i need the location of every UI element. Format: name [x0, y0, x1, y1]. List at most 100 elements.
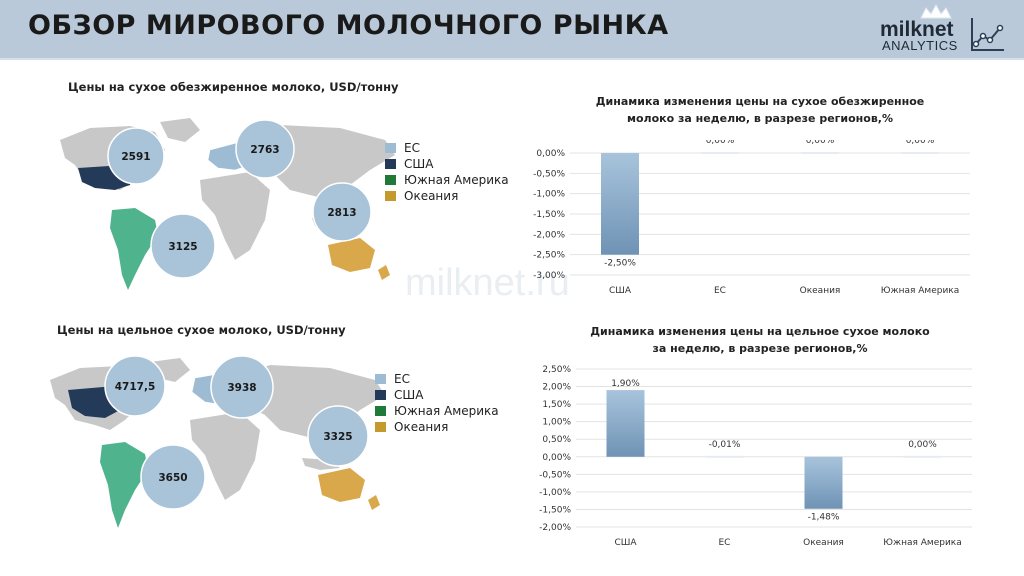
x-tick-label: США	[614, 538, 637, 548]
bubble-usa-value: 2591	[121, 151, 150, 163]
bubble-eu: 2763	[235, 119, 295, 179]
wmp-chart-title: Динамика изменения цены на цельное сухое…	[590, 325, 930, 355]
wmp-legend: ЕС США Южная Америка Океания	[375, 371, 499, 435]
legend-item-eu: ЕС	[385, 140, 509, 156]
legend-swatch	[385, 175, 396, 185]
y-tick-label: -2,00%	[539, 523, 571, 533]
y-tick-label: 1,50%	[542, 400, 571, 410]
x-tick-label: Южная Америка	[883, 538, 962, 548]
bubble-oceania: 2813	[312, 182, 372, 242]
legend-item-usa: США	[375, 387, 499, 403]
bubble-usa-value: 4717,5	[115, 381, 156, 393]
logo-name: milknet	[880, 18, 954, 41]
legend-label: Океания	[394, 420, 449, 434]
bubble-oceania-value: 2813	[327, 207, 356, 219]
legend-item-eu: ЕС	[375, 371, 499, 387]
data-label: 1,90%	[611, 379, 640, 389]
y-tick-label: 0,50%	[542, 435, 571, 445]
y-tick-label: 0,00%	[536, 149, 565, 159]
bubble-usa: 4717,5	[104, 355, 166, 417]
bar-0	[601, 153, 639, 255]
legend-label: США	[404, 157, 434, 171]
chart-trend-icon	[971, 18, 1004, 51]
bubble-usa: 2591	[107, 127, 165, 185]
data-label: 0,00%	[906, 140, 935, 146]
region-south-america-shape	[100, 442, 148, 528]
region-new-zealand-shape	[368, 495, 380, 510]
bubble-oceania: 3325	[307, 405, 369, 467]
legend-label: Южная Америка	[404, 173, 509, 187]
legend-swatch	[385, 159, 396, 169]
bar-3	[903, 455, 942, 458]
data-label: 0,00%	[706, 140, 735, 146]
y-tick-label: -1,50%	[539, 505, 571, 515]
bar-1	[701, 152, 739, 154]
land-africa	[190, 412, 260, 500]
legend-item-south-america: Южная Америка	[375, 403, 499, 419]
y-tick-label: 1,00%	[542, 418, 571, 428]
y-tick-label: 2,50%	[542, 365, 571, 375]
region-south-america-shape	[110, 208, 158, 290]
legend-label: Океания	[404, 189, 459, 203]
y-tick-label: -0,50%	[539, 470, 571, 480]
data-label: -2,50%	[604, 259, 636, 269]
legend-label: Южная Америка	[394, 404, 499, 418]
legend-item-oceania: Океания	[385, 188, 509, 204]
smp-bar-chart: 0,00% -0,50% -1,00% -1,50% -2,00% -2,50% -3,00…	[533, 140, 970, 296]
legend-item-oceania: Океания	[375, 419, 499, 435]
x-tick-label: Южная Америка	[881, 286, 960, 296]
land-africa	[200, 172, 270, 260]
legend-swatch	[385, 143, 396, 153]
y-tick-label: -1,00%	[539, 488, 571, 498]
region-new-zealand-shape	[378, 265, 390, 280]
y-tick-label: -1,00%	[533, 190, 565, 200]
bar-2	[804, 456, 843, 509]
wmp-map-title: Цены на цельное сухое молоко, USD/тонну	[57, 323, 346, 337]
legend-item-usa: США	[385, 156, 509, 172]
bubble-oceania-value: 3325	[323, 431, 352, 443]
bubble-eu: 3938	[210, 355, 274, 419]
bubble-south-america: 3650	[140, 444, 206, 510]
data-label: 0,00%	[806, 140, 835, 146]
bubble-south-america-value: 3125	[168, 241, 197, 253]
header-bar: ОБЗОР МИРОВОГО МОЛОЧНОГО РЫНКА milknet A…	[0, 0, 1024, 60]
wmp-world-map: 4717,5 3938 3650 3325	[50, 355, 385, 528]
x-tick-label: Океания	[800, 286, 841, 296]
land-greenland	[160, 118, 200, 142]
logo-sub: ANALYTICS	[882, 38, 958, 53]
bubble-eu-value: 2763	[250, 144, 279, 156]
data-label: -1,48%	[808, 513, 840, 523]
y-tick-label: 0,00%	[542, 453, 571, 463]
y-tick-label: -3,00%	[533, 271, 565, 281]
bar-1	[705, 455, 744, 458]
smp-legend: ЕС США Южная Америка Океания	[385, 140, 509, 204]
y-tick-label: -2,00%	[533, 230, 565, 240]
bar-0	[606, 390, 645, 457]
smp-map-title: Цены на сухое обезжиренное молоко, USD/т…	[68, 80, 399, 94]
y-tick-label: 2,00%	[542, 383, 571, 393]
bubble-south-america-value: 3650	[158, 472, 187, 484]
smp-world-map: 2591 2763 3125 2813	[60, 118, 395, 290]
legend-item-south-america: Южная Америка	[385, 172, 509, 188]
x-tick-label: ЕС	[714, 286, 726, 296]
x-tick-label: ЕС	[719, 538, 731, 548]
legend-swatch	[375, 422, 386, 432]
y-tick-label: -2,50%	[533, 251, 565, 261]
page-title: ОБЗОР МИРОВОГО МОЛОЧНОГО РЫНКА	[28, 10, 669, 41]
y-tick-label: -1,50%	[533, 210, 565, 220]
bar-3	[901, 152, 939, 154]
legend-swatch	[375, 374, 386, 384]
y-tick-label: -0,50%	[533, 169, 565, 179]
legend-label: США	[394, 388, 424, 402]
wmp-bar-chart: 2,50% 2,00% 1,50% 1,00% 0,50% 0,00% -0,50% -1,0…	[539, 365, 972, 548]
smp-chart-title: Динамика изменения цены на сухое обезжир…	[595, 95, 925, 125]
crown-icon	[920, 3, 952, 19]
legend-label: ЕС	[404, 141, 420, 155]
region-oceania-shape	[318, 468, 365, 502]
region-oceania-shape	[328, 238, 375, 272]
legend-swatch	[375, 406, 386, 416]
data-label: 0,00%	[908, 440, 937, 450]
bubble-eu-value: 3938	[227, 382, 256, 394]
data-label: -0,01%	[709, 440, 741, 450]
logo: milknet ANALYTICS	[868, 3, 1018, 56]
